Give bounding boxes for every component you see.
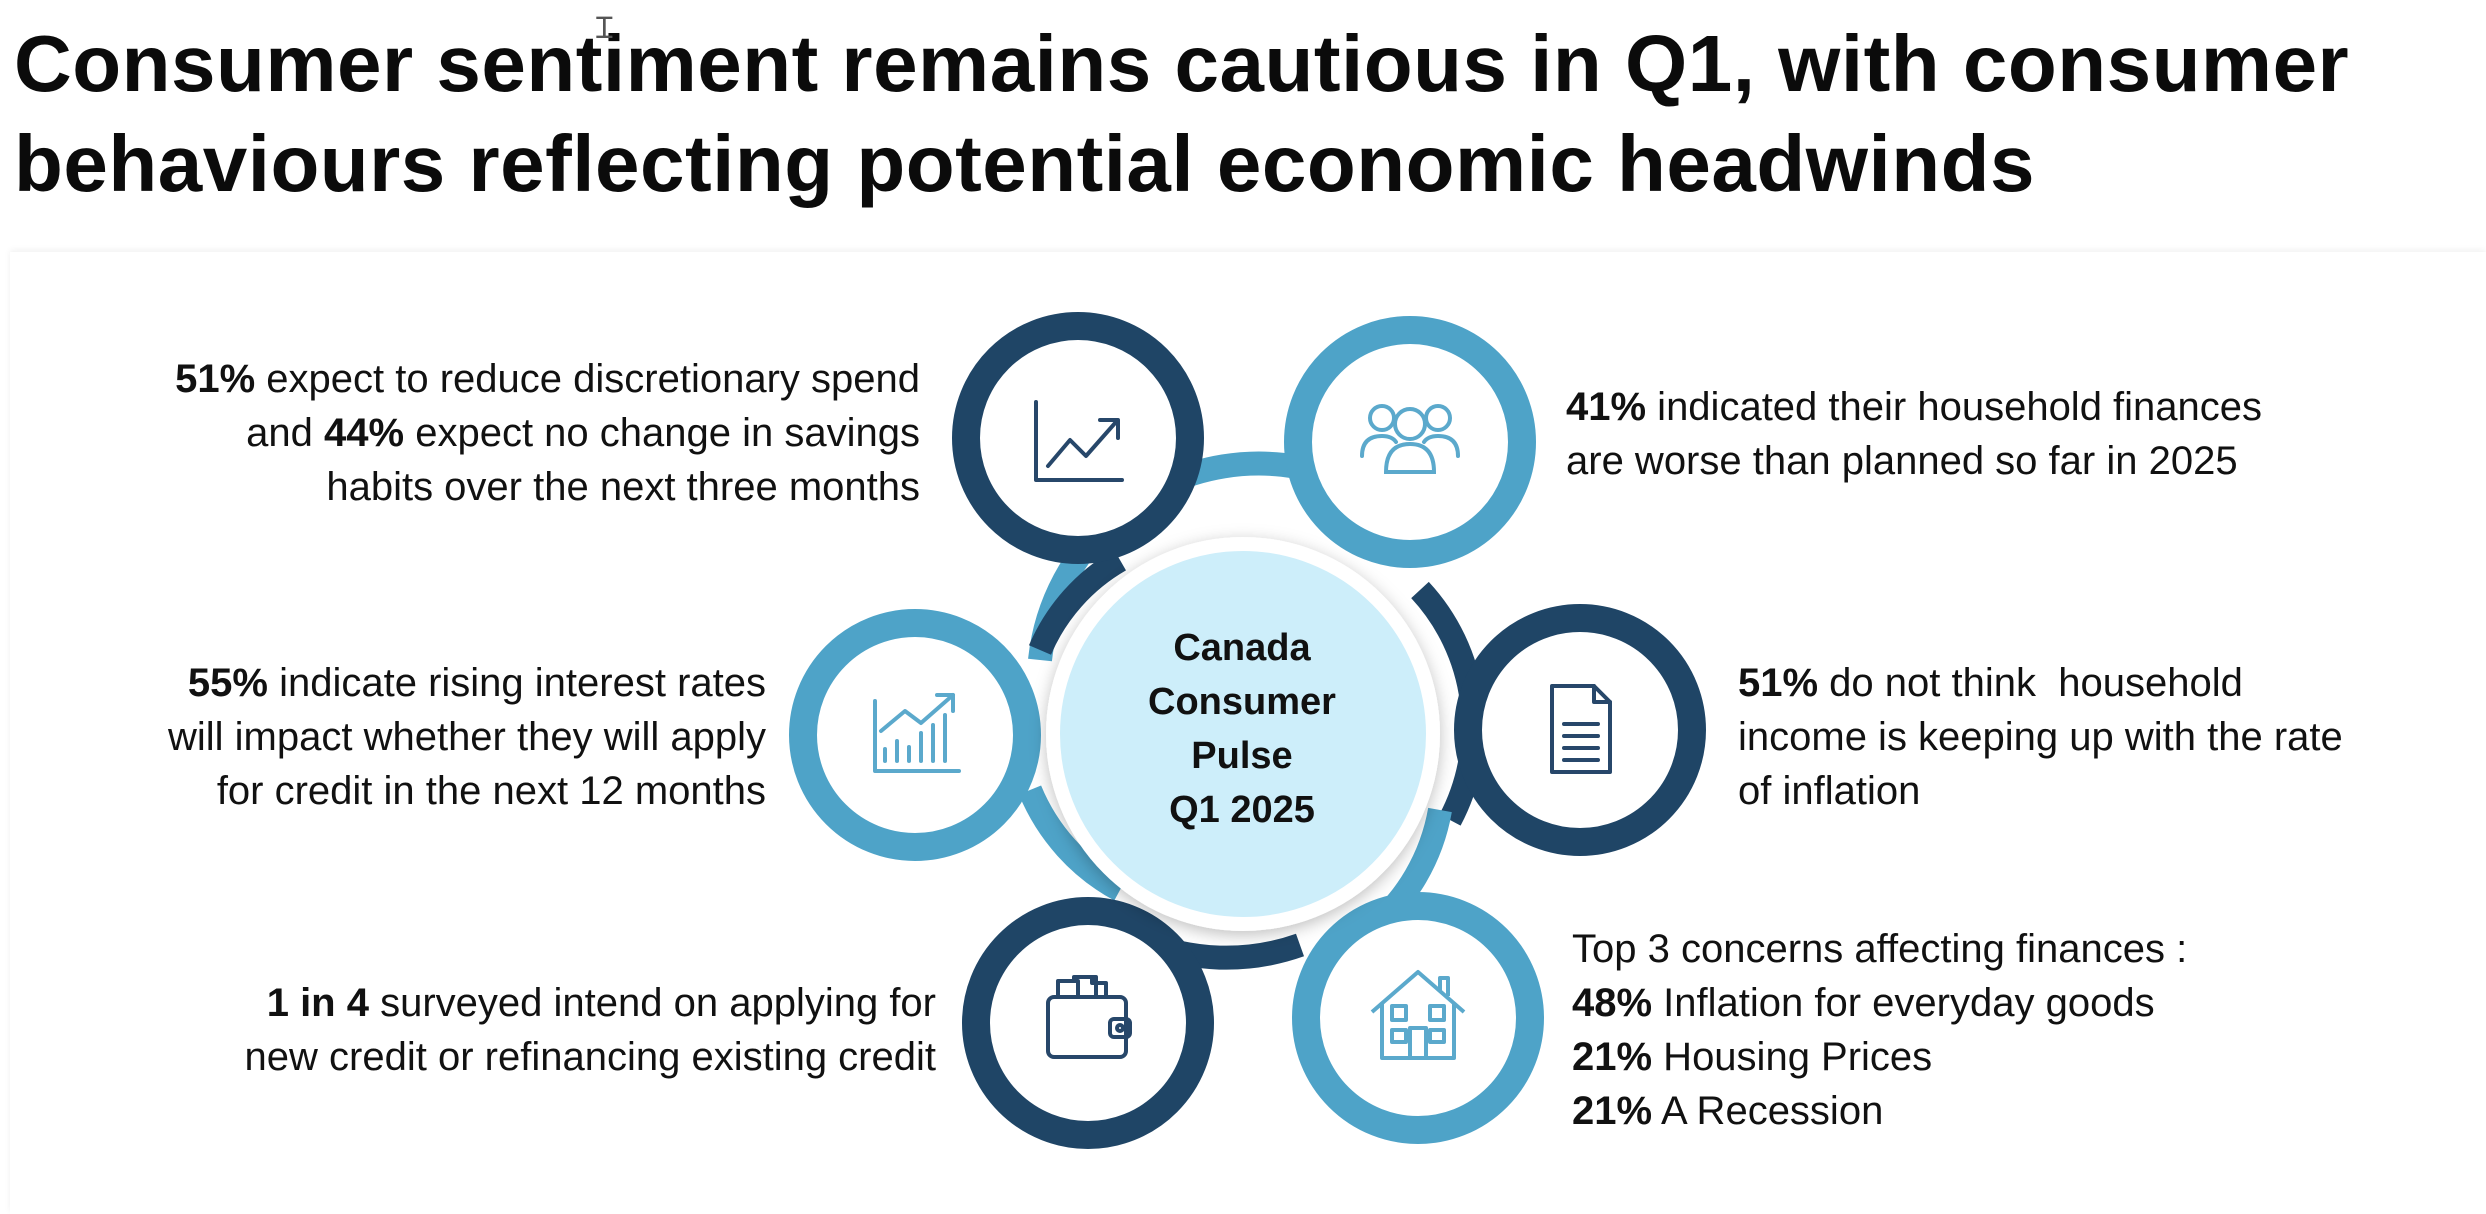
bar-growth-chart-icon bbox=[873, 693, 961, 773]
center-label: Canada Consumer Pulse Q1 2025 bbox=[1062, 621, 1422, 837]
stat-text: new credit or refinancing existing credi… bbox=[244, 1035, 936, 1079]
wallet-icon bbox=[1046, 975, 1132, 1059]
page-title: Consumer sentiment remains cautious in Q… bbox=[14, 14, 2474, 214]
center-line-3: Pulse bbox=[1191, 735, 1293, 777]
node-top-left bbox=[952, 312, 1204, 564]
title-line-2: behaviours reflecting potential economic… bbox=[14, 119, 2035, 208]
center-line-2: Consumer bbox=[1148, 681, 1336, 723]
stat-text: will impact whether they will apply bbox=[167, 715, 766, 759]
stat-text: indicate rising interest rates bbox=[267, 661, 766, 705]
stat-pct: 51% bbox=[175, 357, 256, 401]
stat-pct: 44% bbox=[324, 411, 405, 455]
concern-label: Inflation for everyday goods bbox=[1652, 981, 2155, 1025]
stat-pct: 51% bbox=[1738, 661, 1819, 705]
node-mid-right bbox=[1454, 604, 1706, 856]
stat-text: indicated their household finances bbox=[1646, 385, 2263, 429]
concern-label: A Recession bbox=[1652, 1089, 1884, 1133]
stat-text: do not think household bbox=[1818, 661, 2243, 705]
node-mid-left bbox=[789, 609, 1041, 861]
arc-left-lower bbox=[1018, 785, 1126, 901]
concern-pct: 21% bbox=[1572, 1089, 1653, 1133]
stat-household-finances: 41% indicated their household finances a… bbox=[1566, 380, 2466, 488]
stat-top-concerns: Top 3 concerns affecting finances : 48% … bbox=[1572, 922, 2472, 1138]
document-icon bbox=[1550, 684, 1612, 774]
concern-pct: 21% bbox=[1572, 1035, 1653, 1079]
stat-text: expect to reduce discretionary spend bbox=[255, 357, 920, 401]
node-bottom-right bbox=[1292, 892, 1544, 1144]
center-line-1: Canada bbox=[1173, 627, 1311, 669]
people-group-icon bbox=[1360, 404, 1460, 474]
stat-text: income is keeping up with the rate bbox=[1738, 715, 2343, 759]
stat-new-credit: 1 in 4 surveyed intend on applying for n… bbox=[40, 976, 936, 1084]
stat-interest-rates: 55% indicate rising interest rates will … bbox=[40, 656, 766, 818]
stat-inflation-income: 51% do not think household income is kee… bbox=[1738, 656, 2478, 818]
stat-pct: 41% bbox=[1566, 385, 1647, 429]
stat-text: of inflation bbox=[1738, 769, 1921, 813]
title-line-1: Consumer sentiment remains cautious in Q… bbox=[14, 19, 2350, 108]
stat-text: are worse than planned so far in 2025 bbox=[1566, 439, 2238, 483]
concern-item: 48% Inflation for everyday goods bbox=[1572, 976, 2472, 1030]
concern-pct: 48% bbox=[1572, 981, 1653, 1025]
stat-text: for credit in the next 12 months bbox=[216, 769, 766, 813]
concern-item: 21% A Recession bbox=[1572, 1084, 2472, 1138]
stat-pct: 55% bbox=[187, 661, 268, 705]
stat-text: surveyed intend on applying for bbox=[368, 981, 936, 1025]
stat-text: habits over the next three months bbox=[326, 465, 920, 509]
node-bottom-left bbox=[962, 897, 1214, 1149]
arc-left-upper bbox=[1028, 549, 1127, 655]
center-circle bbox=[1046, 537, 1440, 931]
stat-text: expect no change in savings bbox=[404, 411, 920, 455]
stat-pct: 1 in 4 bbox=[266, 981, 369, 1025]
concern-label: Housing Prices bbox=[1652, 1035, 1933, 1079]
concerns-heading: Top 3 concerns affecting finances : bbox=[1572, 927, 2188, 971]
trend-up-chart-icon bbox=[1034, 400, 1124, 482]
house-icon bbox=[1370, 970, 1466, 1060]
stat-discretionary-spend: 51% expect to reduce discretionary spend… bbox=[40, 352, 920, 514]
concern-item: 21% Housing Prices bbox=[1572, 1030, 2472, 1084]
stat-text: and bbox=[246, 411, 325, 455]
center-line-4: Q1 2025 bbox=[1169, 789, 1315, 831]
